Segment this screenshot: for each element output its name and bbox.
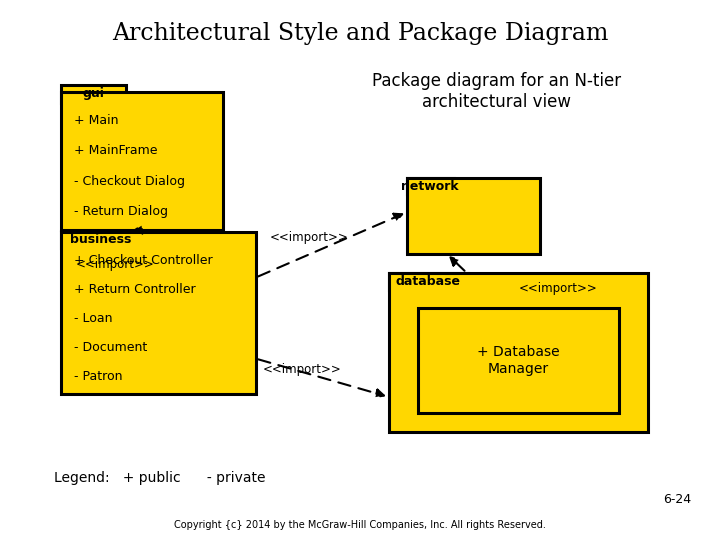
- Text: - Checkout Dialog: - Checkout Dialog: [74, 175, 185, 188]
- Bar: [389, 273, 468, 290]
- Text: + Database
Manager: + Database Manager: [477, 346, 559, 375]
- Text: - Loan: - Loan: [74, 312, 112, 325]
- Bar: [407, 178, 540, 254]
- Text: gui: gui: [83, 87, 104, 100]
- Text: <<import>>: <<import>>: [263, 363, 342, 376]
- Bar: [61, 92, 223, 230]
- Text: database: database: [396, 275, 461, 288]
- Bar: [61, 231, 140, 248]
- Text: - Document: - Document: [74, 341, 148, 354]
- Text: - Return Dialog: - Return Dialog: [74, 205, 168, 218]
- Text: - Patron: - Patron: [74, 370, 122, 383]
- Text: business: business: [70, 233, 132, 246]
- Bar: [61, 85, 126, 103]
- Text: + MainFrame: + MainFrame: [74, 144, 158, 157]
- Text: Legend:   + public      - private: Legend: + public - private: [54, 471, 266, 485]
- Text: <<import>>: <<import>>: [270, 231, 349, 244]
- Text: Copyright {c} 2014 by the McGraw-Hill Companies, Inc. All rights Reserved.: Copyright {c} 2014 by the McGraw-Hill Co…: [174, 520, 546, 530]
- Text: 6-24: 6-24: [663, 493, 691, 506]
- Bar: [389, 273, 648, 432]
- Text: <<import>>: <<import>>: [76, 258, 154, 271]
- Text: + Main: + Main: [74, 114, 119, 127]
- Text: Package diagram for an N-tier
architectural view: Package diagram for an N-tier architectu…: [372, 72, 621, 111]
- Bar: [407, 178, 454, 194]
- Text: network: network: [401, 180, 459, 193]
- Bar: [418, 308, 619, 413]
- Text: + Return Controller: + Return Controller: [74, 283, 196, 296]
- Text: Architectural Style and Package Diagram: Architectural Style and Package Diagram: [112, 22, 608, 45]
- Text: + Checkout Controller: + Checkout Controller: [74, 254, 213, 267]
- Bar: [61, 232, 256, 394]
- Text: <<import>>: <<import>>: [518, 282, 597, 295]
